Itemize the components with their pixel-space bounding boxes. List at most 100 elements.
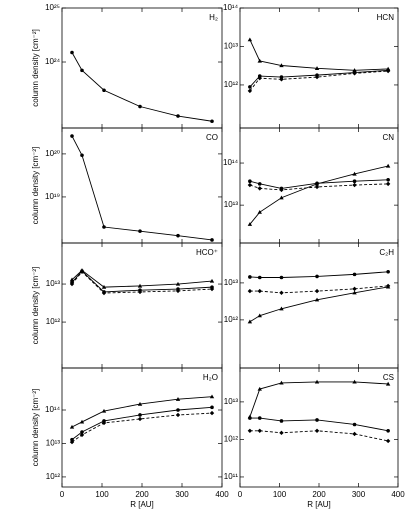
panel-frame <box>239 7 399 129</box>
marker <box>209 410 215 416</box>
marker <box>80 153 84 158</box>
marker <box>248 416 252 420</box>
panel-label: HCN <box>377 13 395 22</box>
panel-frame <box>239 127 399 244</box>
marker <box>352 68 357 72</box>
marker <box>69 281 75 287</box>
marker <box>247 319 253 324</box>
x-tick-label: 400 <box>215 490 229 499</box>
marker <box>279 77 284 82</box>
y-tick-label: 10¹² <box>224 80 239 89</box>
marker <box>352 179 357 184</box>
marker <box>248 85 252 89</box>
marker <box>352 171 357 176</box>
x-axis-label: R [AU] <box>130 500 154 509</box>
y-axis-label: column density [cm⁻²] <box>31 29 40 107</box>
marker <box>352 182 357 188</box>
series-line <box>71 406 213 441</box>
marker <box>209 394 215 399</box>
x-tick-label: 300 <box>352 490 366 499</box>
marker <box>176 114 180 118</box>
marker <box>175 412 181 418</box>
marker <box>257 428 262 433</box>
marker <box>385 284 391 289</box>
marker <box>385 181 391 187</box>
panel-frame <box>61 127 223 244</box>
marker <box>70 437 74 442</box>
marker <box>279 380 284 385</box>
marker <box>279 275 284 280</box>
series-line <box>249 285 389 294</box>
marker <box>175 397 181 401</box>
marker <box>69 424 75 429</box>
marker <box>137 416 143 422</box>
marker <box>248 275 252 279</box>
y-tick-label: 10¹³ <box>224 278 239 287</box>
marker <box>315 418 319 422</box>
y-tick-label: 10¹⁴ <box>223 3 239 12</box>
marker <box>209 286 215 292</box>
series-line <box>249 417 389 432</box>
y-tick-label: 10¹³ <box>46 279 61 288</box>
marker <box>279 63 284 68</box>
marker <box>247 428 253 433</box>
marker <box>102 225 106 229</box>
series-line <box>249 430 389 442</box>
series-line <box>71 271 213 294</box>
panel-frame <box>239 242 399 369</box>
marker <box>257 209 262 214</box>
marker <box>101 290 107 296</box>
panel-frame <box>61 367 223 488</box>
series-line <box>249 381 389 417</box>
marker <box>137 401 143 406</box>
series-line <box>249 39 389 71</box>
series-line <box>249 70 389 92</box>
x-tick-label: 200 <box>135 490 149 499</box>
y-tick-label: 10¹⁹ <box>45 192 60 201</box>
marker <box>69 277 75 282</box>
marker <box>257 58 262 63</box>
marker <box>279 75 284 79</box>
series-line <box>71 270 213 293</box>
marker <box>314 184 320 190</box>
panel-label: CS <box>383 373 394 382</box>
marker <box>386 428 390 433</box>
panel-label: H₂ <box>209 13 218 22</box>
marker <box>79 419 85 424</box>
marker <box>247 288 253 294</box>
marker <box>352 272 357 277</box>
x-tick-label: 300 <box>175 490 189 499</box>
marker <box>279 306 284 311</box>
y-tick-label: 10¹⁴ <box>45 405 61 414</box>
marker <box>314 428 320 433</box>
marker <box>279 419 284 423</box>
marker <box>315 274 319 279</box>
series-line <box>249 165 389 225</box>
x-tick-label: 200 <box>312 490 326 499</box>
marker <box>137 283 143 288</box>
marker <box>385 381 391 386</box>
y-axis-label: column density [cm⁻²] <box>31 267 40 345</box>
series-line <box>71 52 213 122</box>
marker <box>352 422 357 427</box>
x-tick-label: 0 <box>60 490 65 499</box>
marker <box>102 88 106 93</box>
marker <box>176 233 180 238</box>
marker <box>175 281 181 286</box>
marker <box>257 182 262 186</box>
marker <box>314 288 320 294</box>
y-tick-label: 10¹³ <box>224 397 239 406</box>
y-tick-label: 10¹¹ <box>224 472 239 481</box>
marker <box>137 289 143 295</box>
panel-label: CN <box>382 133 394 142</box>
marker <box>101 284 107 289</box>
marker <box>314 74 320 80</box>
marker <box>257 313 262 318</box>
x-tick-label: 100 <box>273 490 287 499</box>
marker <box>210 119 214 124</box>
marker <box>314 297 320 302</box>
series-line <box>249 183 389 191</box>
x-tick-label: 400 <box>391 490 405 499</box>
y-tick-label: 10¹³ <box>224 200 239 209</box>
